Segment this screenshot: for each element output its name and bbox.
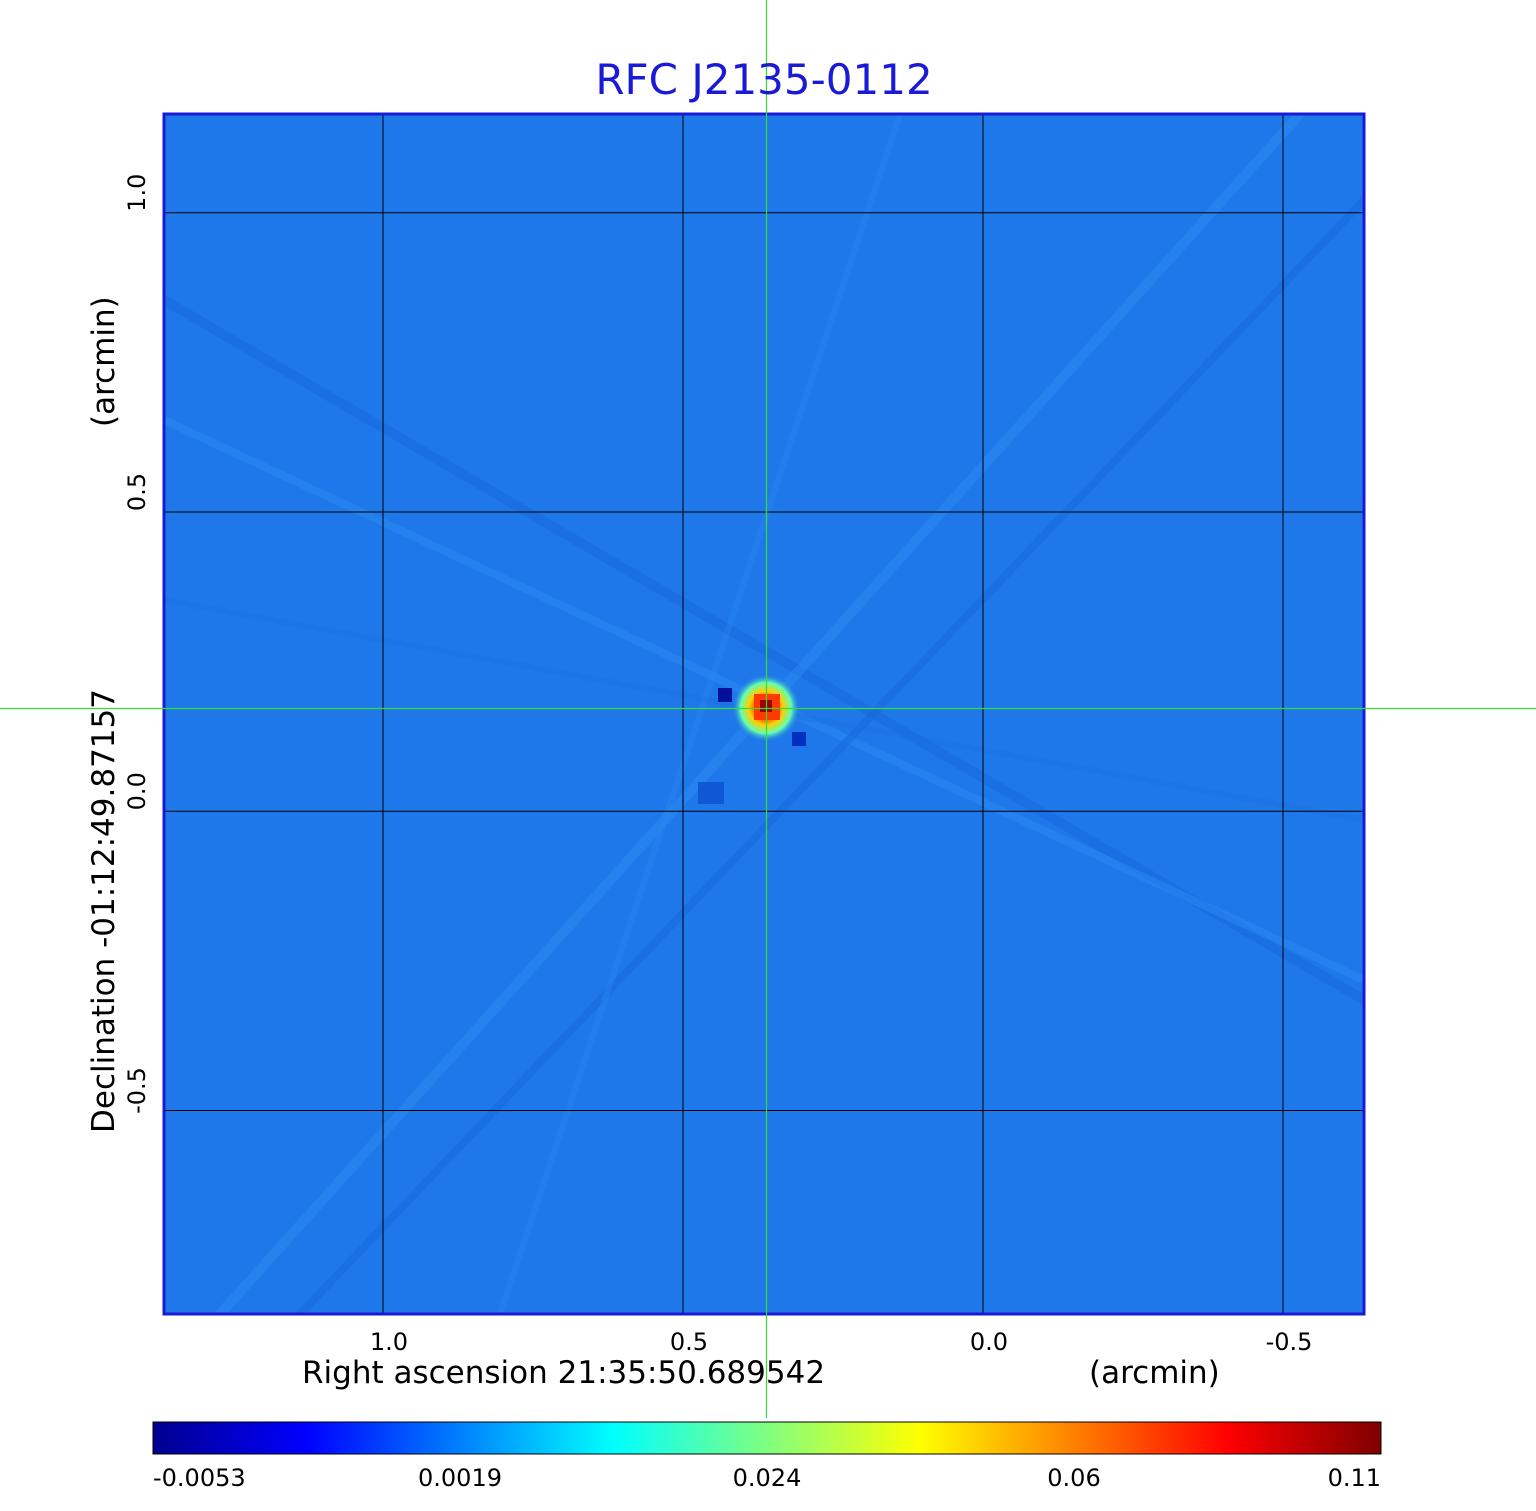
colorbar-tick-label: 0.06 [1047,1464,1100,1492]
y-axis-label: Declination -01:12:49.87157 [86,689,122,1133]
y-tick-labels: 1.0 0.5 0.0 -0.5 [123,174,151,1114]
colorbar-tick-label: 0.024 [733,1464,802,1492]
colorbar [152,1421,1382,1455]
y-tick-label: -0.5 [123,1067,151,1114]
colorbar-tick-label: 0.0019 [418,1464,502,1492]
y-tick-label: 1.0 [123,174,151,212]
grid-lines [164,114,1364,1314]
x-tick-label: 1.0 [370,1328,408,1356]
x-tick-label: 0.0 [970,1328,1008,1356]
x-tick-label: 0.5 [670,1328,708,1356]
colorbar-tick-label: 0.11 [1328,1464,1381,1492]
x-tick-labels: 1.0 0.5 0.0 -0.5 [370,1328,1313,1356]
chart-title: RFC J2135-0112 [595,55,932,104]
colorbar-tick-label: -0.0053 [153,1464,246,1492]
plot-frame [162,112,1366,1316]
x-axis-label: Right ascension 21:35:50.689542 [302,1355,825,1391]
x-tick-label: -0.5 [1266,1328,1313,1356]
y-tick-label: 0.5 [123,473,151,511]
y-tick-label: 0.0 [123,772,151,810]
x-axis-unit: (arcmin) [1089,1355,1220,1391]
colorbar-tick-labels: -0.0053 0.0019 0.024 0.06 0.11 [153,1464,1381,1492]
y-axis-unit: (arcmin) [86,296,122,427]
